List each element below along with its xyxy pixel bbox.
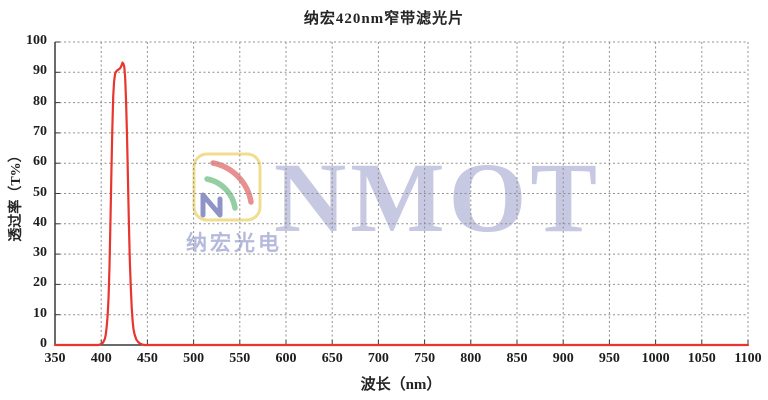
chart-title: 纳宏420nm窄带滤光片	[303, 11, 465, 27]
logo-blue-n	[200, 192, 223, 218]
logo-green-arc	[204, 176, 238, 211]
nmot-logo-icon	[192, 152, 262, 222]
watermark-company: 纳宏光电	[186, 231, 282, 255]
series-transmittance	[53, 61, 750, 347]
logo-red-arc	[210, 160, 254, 205]
watermark-text: NMOT	[274, 142, 602, 253]
